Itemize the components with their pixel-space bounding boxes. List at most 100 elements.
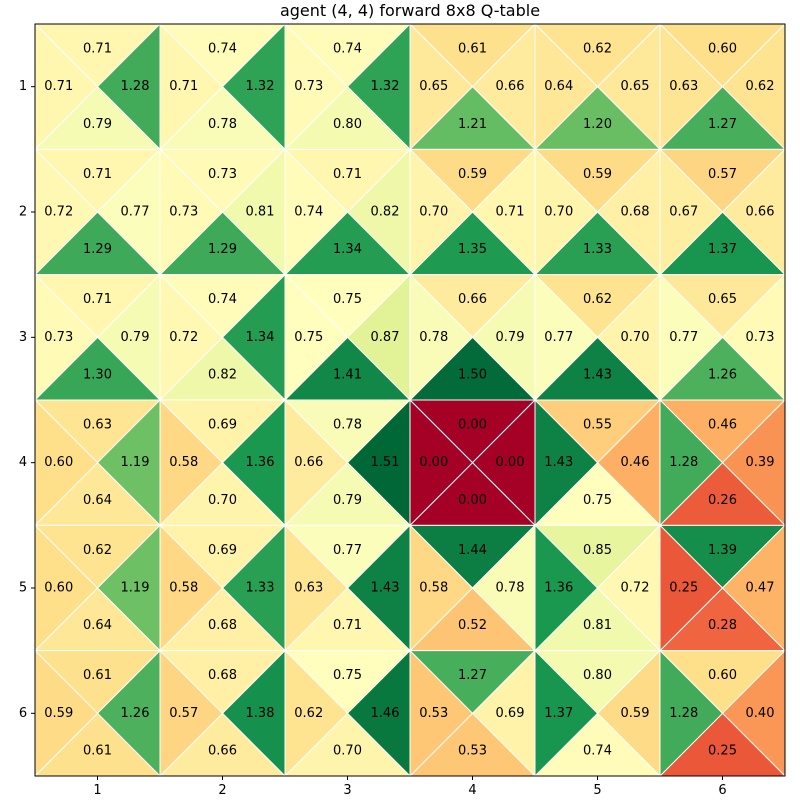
y-tick-label: 1 <box>19 79 27 94</box>
cell-6-5-left-triangle <box>659 524 724 652</box>
cell-2-6-down-value: 0.66 <box>208 743 237 758</box>
cell-5-1-down-value: 1.20 <box>583 117 612 132</box>
cell-3-3-down-value: 1.41 <box>333 367 362 382</box>
x-tick-label: 6 <box>718 783 726 798</box>
cell-2-2-up-value: 0.73 <box>208 167 237 182</box>
cell-6-4-left-triangle <box>659 398 724 527</box>
cell-5-5-up-value: 0.85 <box>583 543 612 558</box>
cell-4-4-left-triangle <box>409 398 474 527</box>
cell-3-1-left-triangle <box>284 22 349 151</box>
cell-2-4-left-value: 0.58 <box>169 455 198 470</box>
cell-4-4-left-value: 0.00 <box>419 455 448 470</box>
cell-6-6-up-value: 0.60 <box>708 668 737 683</box>
cell-6-5-down-value: 0.28 <box>708 618 737 633</box>
cell-4-3-up-value: 0.66 <box>458 292 487 307</box>
plot-frame <box>34 23 786 777</box>
cell-3-3-right-value: 0.87 <box>371 330 400 345</box>
cell-4-5-left-triangle <box>409 524 474 652</box>
cell-1-5-left-value: 0.60 <box>44 581 73 596</box>
cell-2-1-left-value: 0.71 <box>169 79 198 94</box>
cell-6-4-left-value: 1.28 <box>669 455 698 470</box>
cell-3-1-down-value: 0.80 <box>333 117 362 132</box>
y-tick-label: 2 <box>19 205 27 220</box>
cell-3-4-up-value: 0.78 <box>333 418 362 433</box>
cell-3-4-down-value: 0.79 <box>333 493 362 508</box>
cell-6-3-left-value: 0.77 <box>669 330 698 345</box>
cell-3-3-left-value: 0.75 <box>294 330 323 345</box>
cell-4-6-left-value: 0.53 <box>419 706 448 721</box>
cell-6-2-right-value: 0.66 <box>746 205 775 220</box>
cell-2-2-left-value: 0.73 <box>169 205 198 220</box>
cell-2-5-left-value: 0.58 <box>169 581 198 596</box>
cell-4-2-left-triangle <box>409 148 474 276</box>
cell-1-6-up-value: 0.61 <box>83 668 112 683</box>
cell-2-3-left-triangle <box>159 273 224 402</box>
cell-6-3-left-triangle <box>659 273 724 402</box>
cell-4-1-left-value: 0.65 <box>419 79 448 94</box>
cell-6-6-left-value: 1.28 <box>669 706 698 721</box>
cell-2-3-right-value: 1.34 <box>246 330 275 345</box>
cell-3-5-left-triangle <box>284 524 349 652</box>
y-tick-label: 4 <box>19 455 27 470</box>
cell-5-6-left-value: 1.37 <box>544 706 573 721</box>
cell-1-4-right-value: 1.19 <box>121 455 150 470</box>
cell-3-2-left-value: 0.74 <box>294 205 323 220</box>
cell-5-2-up-value: 0.59 <box>583 167 612 182</box>
cell-1-4-up-value: 0.63 <box>83 418 112 433</box>
y-tick-label: 3 <box>19 330 27 345</box>
cell-6-5-up-value: 1.39 <box>708 543 737 558</box>
cell-2-1-down-value: 0.78 <box>208 117 237 132</box>
cell-4-2-right-value: 0.71 <box>496 205 525 220</box>
cell-6-6-right-value: 0.40 <box>746 706 775 721</box>
cell-1-3-left-value: 0.73 <box>44 330 73 345</box>
cell-6-1-right-value: 0.62 <box>746 79 775 94</box>
cell-2-5-right-value: 1.33 <box>246 581 275 596</box>
cell-4-5-right-value: 0.78 <box>496 581 525 596</box>
cell-2-4-left-triangle <box>159 398 224 527</box>
cell-5-6-right-value: 0.59 <box>621 706 650 721</box>
cell-6-3-up-value: 0.65 <box>708 292 737 307</box>
cell-1-4-down-value: 0.64 <box>83 493 112 508</box>
cell-1-1-up-value: 0.71 <box>83 42 112 57</box>
x-tick-label: 4 <box>468 783 476 798</box>
cell-5-5-down-value: 0.81 <box>583 618 612 633</box>
cell-4-4-up-value: 0.00 <box>458 418 487 433</box>
cell-3-1-up-value: 0.74 <box>333 42 362 57</box>
cell-1-3-down-value: 1.30 <box>83 367 112 382</box>
cell-4-1-down-value: 1.21 <box>458 117 487 132</box>
cell-1-1-down-value: 0.79 <box>83 117 112 132</box>
cell-4-2-up-value: 0.59 <box>458 167 487 182</box>
cell-1-5-right-value: 1.19 <box>121 581 150 596</box>
cell-2-4-down-value: 0.70 <box>208 493 237 508</box>
cell-2-4-up-value: 0.69 <box>208 418 237 433</box>
cell-4-5-left-value: 0.58 <box>419 581 448 596</box>
cell-4-6-right-value: 0.69 <box>496 706 525 721</box>
cell-6-3-down-value: 1.26 <box>708 367 737 382</box>
cell-4-6-left-triangle <box>409 649 474 778</box>
cell-5-2-left-triangle <box>534 148 599 276</box>
cell-5-3-left-value: 0.77 <box>544 330 573 345</box>
cell-3-5-down-value: 0.71 <box>333 618 362 633</box>
cell-5-5-right-value: 0.72 <box>621 581 650 596</box>
cell-1-1-right-value: 1.28 <box>121 79 150 94</box>
cell-1-2-down-value: 1.29 <box>83 242 112 257</box>
cell-3-2-up-value: 0.71 <box>333 167 362 182</box>
cell-5-6-down-value: 0.74 <box>583 743 612 758</box>
cell-4-5-up-value: 1.44 <box>458 543 487 558</box>
cell-3-1-left-value: 0.73 <box>294 79 323 94</box>
cell-5-1-left-triangle <box>534 22 599 151</box>
cell-3-3-left-triangle <box>284 273 349 402</box>
cell-4-6-down-value: 0.53 <box>458 743 487 758</box>
cell-5-6-up-value: 0.80 <box>583 668 612 683</box>
cell-1-1-left-value: 0.71 <box>44 79 73 94</box>
cell-2-1-right-value: 1.32 <box>246 79 275 94</box>
cell-1-5-down-value: 0.64 <box>83 618 112 633</box>
cell-3-1-right-value: 1.32 <box>371 79 400 94</box>
cell-6-1-left-triangle <box>659 22 724 151</box>
y-tick-label: 6 <box>19 706 27 721</box>
cell-6-3-right-value: 0.73 <box>746 330 775 345</box>
cell-5-2-left-value: 0.70 <box>544 205 573 220</box>
cell-3-4-left-triangle <box>284 398 349 527</box>
cell-2-5-down-value: 0.68 <box>208 618 237 633</box>
cell-2-3-down-value: 0.82 <box>208 367 237 382</box>
